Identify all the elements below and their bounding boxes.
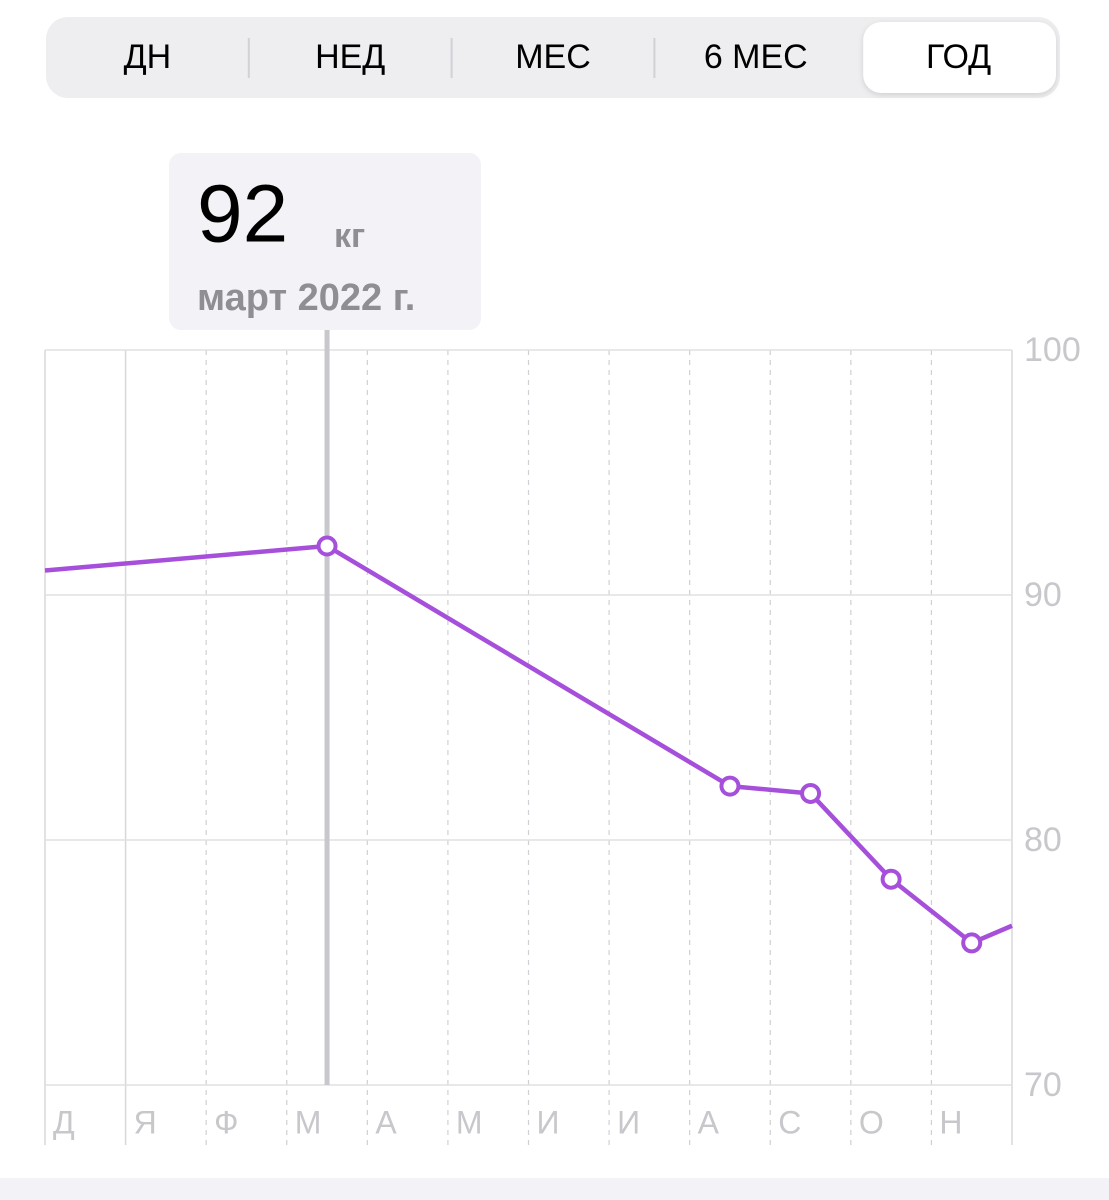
x-tick-label: М: [456, 1104, 483, 1140]
tooltip-date: март 2022 г.: [197, 277, 415, 319]
x-tick-label: А: [375, 1104, 397, 1140]
segment-button[interactable]: ДН: [124, 38, 172, 76]
data-point: [961, 932, 983, 954]
y-tick-label: 80: [1024, 821, 1062, 859]
x-tick-label: А: [698, 1104, 720, 1140]
data-point: [880, 868, 902, 890]
data-point: [719, 775, 741, 797]
x-tick-label: Н: [939, 1104, 962, 1140]
segmented-control: [46, 17, 1060, 98]
data-point: [800, 782, 822, 804]
segment-button[interactable]: 6 МЕС: [704, 38, 808, 76]
y-tick-label: 70: [1024, 1066, 1062, 1104]
y-tick-label: 90: [1024, 576, 1062, 614]
tooltip: [169, 153, 481, 330]
x-tick-label: М: [295, 1104, 322, 1140]
x-tick-label: Д: [53, 1104, 75, 1140]
data-point: [316, 535, 338, 557]
segment-button[interactable]: МЕС: [515, 38, 591, 76]
segment-button[interactable]: ГОД: [926, 38, 991, 76]
tooltip-value: 92: [197, 169, 288, 260]
x-tick-label: И: [537, 1104, 560, 1140]
segment-selected: [863, 22, 1056, 93]
x-tick-label: Ф: [214, 1104, 238, 1140]
bottom-bar: [0, 1178, 1109, 1200]
segment-button[interactable]: НЕД: [315, 38, 385, 76]
tooltip-unit: кг: [334, 217, 365, 255]
y-tick-label: 100: [1024, 331, 1081, 369]
x-tick-label: Я: [134, 1104, 157, 1140]
x-tick-label: С: [778, 1104, 801, 1140]
x-tick-label: И: [617, 1104, 640, 1140]
x-tick-label: О: [859, 1104, 884, 1140]
